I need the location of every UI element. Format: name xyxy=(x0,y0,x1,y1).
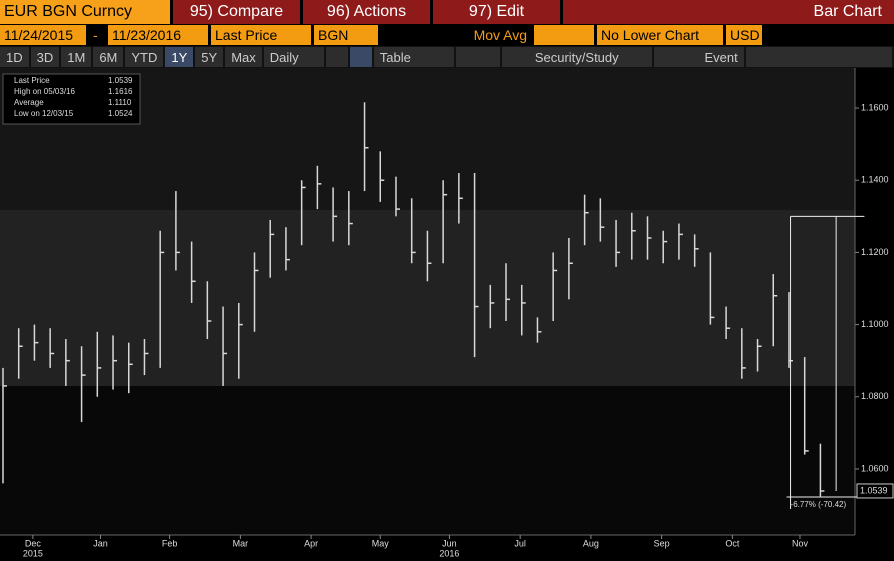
security-study[interactable]: Security/Study xyxy=(501,47,652,67)
edit-menu[interactable]: 97) Edit xyxy=(433,0,560,24)
end-date[interactable]: 11/23/2016 xyxy=(108,25,208,45)
x-tick-label: May xyxy=(372,538,390,548)
period-button[interactable]: 6M xyxy=(93,47,124,67)
legend-label: Low on 12/03/15 xyxy=(14,109,74,118)
x-year-label: 2015 xyxy=(23,548,43,558)
x-tick-label: Feb xyxy=(162,538,178,548)
x-tick-label: Nov xyxy=(792,538,809,548)
period-button[interactable]: 5Y xyxy=(195,47,224,67)
x-tick-label: Jun xyxy=(442,538,457,548)
period-button[interactable]: 3D xyxy=(30,47,60,67)
period-button[interactable]: Max xyxy=(225,47,262,67)
plot-band xyxy=(0,386,855,535)
legend-value: 1.0539 xyxy=(108,76,133,85)
x-tick-label: Jan xyxy=(93,538,108,548)
x-year-label: 2016 xyxy=(439,548,459,558)
period-button[interactable]: 1D xyxy=(0,47,29,67)
legend-value: 1.0524 xyxy=(108,109,133,118)
title-bar: EUR BGN Curncy 95) Compare 96) Actions 9… xyxy=(0,0,894,24)
period-button[interactable]: 1M xyxy=(61,47,92,67)
event[interactable]: Event xyxy=(653,47,744,67)
x-tick-label: Sep xyxy=(654,538,670,548)
legend-value: 1.1110 xyxy=(108,98,132,107)
settings[interactable] xyxy=(745,47,892,67)
y-tick-label: 1.1000 xyxy=(861,319,889,329)
currency[interactable]: USD xyxy=(726,25,762,45)
last-price-box xyxy=(856,483,894,499)
chart-kind: Bar Chart xyxy=(563,0,894,24)
chart: Last Price 1.0539 High on 05/03/16 1.1616 Av… xyxy=(0,68,894,558)
settings-bar: 11/24/2015 - 11/23/2016 Last Price BGN M… xyxy=(0,24,894,46)
actions-menu[interactable]: 96) Actions xyxy=(303,0,430,24)
start-date[interactable]: 11/24/2015 xyxy=(0,25,86,45)
study-input[interactable] xyxy=(534,25,594,45)
date-separator: - xyxy=(93,27,98,43)
y-tick-label: 1.0600 xyxy=(861,463,889,473)
collapse-button[interactable] xyxy=(455,47,500,67)
period-button[interactable]: 1Y xyxy=(165,47,194,67)
x-tick-label: Aug xyxy=(583,538,599,548)
study[interactable]: Mov Avg xyxy=(473,27,527,43)
measure-label: -6.77% (-70.42) xyxy=(791,500,847,509)
lower-chart[interactable]: No Lower Chart xyxy=(597,25,723,45)
legend-label: High on 05/03/16 xyxy=(14,87,75,96)
x-tick-label: Oct xyxy=(725,538,740,548)
security[interactable]: EUR BGN Curncy xyxy=(0,0,170,24)
source[interactable]: BGN xyxy=(314,25,378,45)
bar-icon[interactable] xyxy=(349,47,372,67)
compare-menu[interactable]: 95) Compare xyxy=(173,0,300,24)
last-price-label: 1.0539 xyxy=(860,485,888,495)
legend-value: 1.1616 xyxy=(108,87,133,96)
controls-bar: 1D 3D 1M 6M YTD 1Y 5Y Max Daily Table Security/Stu… xyxy=(0,46,894,68)
x-tick-label: Mar xyxy=(233,538,249,548)
x-tick-label: Jul xyxy=(514,538,526,548)
y-tick-label: 1.1200 xyxy=(861,247,889,257)
y-tick-label: 1.0800 xyxy=(861,391,889,401)
legend-label: Average xyxy=(14,98,44,107)
legend-box xyxy=(2,73,141,125)
y-tick-label: 1.1600 xyxy=(861,102,889,112)
line-icon[interactable] xyxy=(325,47,348,67)
field[interactable]: Last Price xyxy=(211,25,311,45)
frequency[interactable]: Daily xyxy=(263,47,324,67)
table-button[interactable]: Table xyxy=(373,47,454,67)
period-button[interactable]: YTD xyxy=(125,47,164,67)
x-tick-label: Dec xyxy=(25,538,42,548)
y-tick-label: 1.1400 xyxy=(861,175,889,185)
legend-label: Last Price xyxy=(14,76,50,85)
x-tick-label: Apr xyxy=(304,538,318,548)
